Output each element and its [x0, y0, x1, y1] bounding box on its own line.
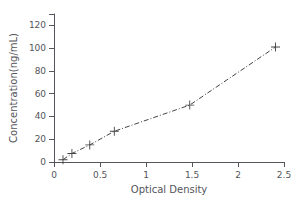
svg-text:0.5: 0.5 [93, 170, 107, 180]
svg-text:2: 2 [235, 170, 241, 180]
svg-text:100: 100 [29, 43, 46, 53]
svg-text:0: 0 [51, 170, 57, 180]
svg-text:1.5: 1.5 [185, 170, 199, 180]
svg-text:2.5: 2.5 [277, 170, 291, 180]
svg-text:120: 120 [29, 20, 46, 30]
svg-text:40: 40 [35, 111, 47, 121]
svg-text:Optical Density: Optical Density [131, 184, 208, 195]
svg-text:20: 20 [35, 134, 47, 144]
svg-text:1: 1 [143, 170, 149, 180]
svg-text:Concentration(ng/mL): Concentration(ng/mL) [8, 33, 19, 143]
svg-text:80: 80 [35, 66, 47, 76]
svg-text:0: 0 [40, 157, 46, 167]
svg-text:60: 60 [35, 89, 47, 99]
